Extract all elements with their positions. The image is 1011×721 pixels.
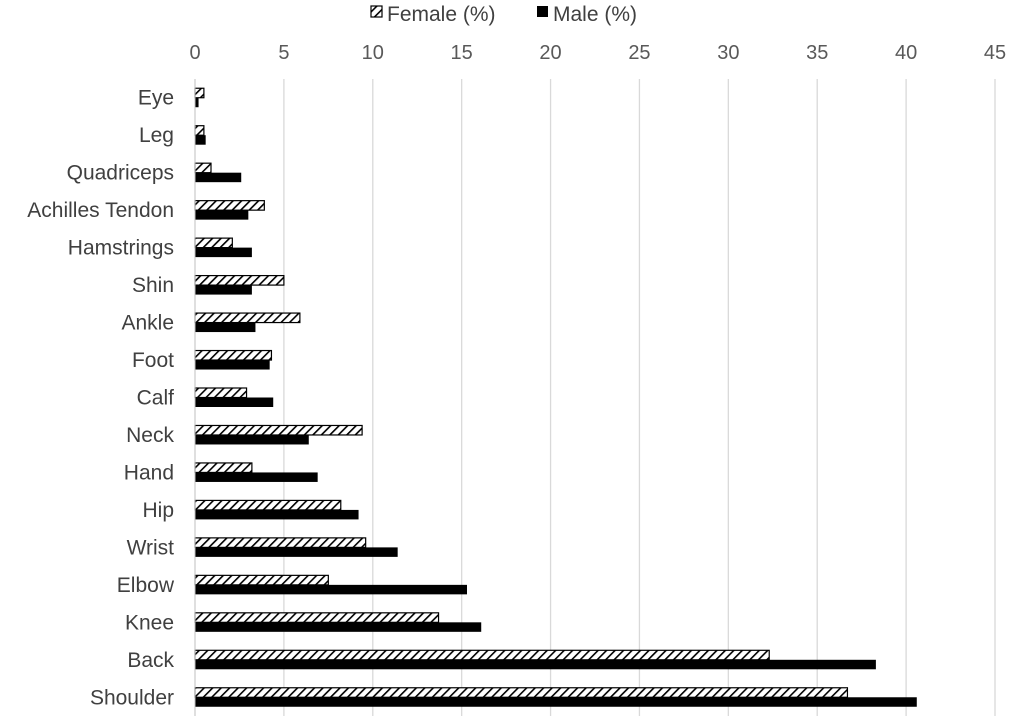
category-label: Eye: [138, 87, 174, 110]
bar-female: [194, 200, 265, 211]
bar-female: [194, 349, 273, 361]
bar-male: [195, 509, 359, 520]
bar-male: [195, 547, 398, 557]
bar-male: [195, 622, 482, 632]
category-label: Ankle: [121, 312, 174, 335]
bar-female: [194, 125, 205, 136]
x-tick-label: 25: [628, 42, 650, 64]
bar-male: [195, 397, 274, 407]
bar-male: [195, 472, 318, 482]
legend-swatch-male: [537, 6, 548, 17]
bar-female: [194, 537, 367, 548]
x-tick-label: 5: [278, 42, 289, 64]
bar-male: [195, 322, 256, 333]
bar-female: [194, 162, 212, 174]
bar-female: [194, 649, 770, 661]
bar-male: [195, 210, 249, 220]
bar-female: [194, 87, 205, 99]
legend: Female (%) Male (%): [370, 3, 637, 26]
x-tick-label: 10: [362, 42, 384, 64]
bar-female: [194, 574, 329, 586]
bar-male: [195, 697, 917, 707]
x-axis-ticks: 0 5 10 15 20 25 30 35 40 45: [189, 42, 1006, 64]
bar-female: [194, 687, 849, 698]
bar-male: [195, 659, 876, 670]
legend-swatch-female: [370, 5, 383, 18]
category-label: Hamstrings: [68, 237, 174, 260]
y-axis-categories: Eye Leg Quadriceps Achilles Tendon Hamstring…: [27, 87, 175, 710]
bar-female: [194, 387, 248, 399]
x-tick-label: 45: [984, 42, 1006, 64]
legend-label-male: Male (%): [553, 3, 637, 26]
category-label: Calf: [137, 387, 175, 410]
category-label: Leg: [139, 124, 174, 147]
category-label: Quadriceps: [67, 162, 174, 185]
category-label: Foot: [132, 349, 174, 372]
category-label: Elbow: [117, 574, 175, 597]
bar-male: [195, 135, 206, 145]
bar-male: [195, 97, 199, 108]
bar-female: [194, 612, 440, 623]
bar-female: [194, 424, 363, 436]
bar-male: [195, 434, 309, 445]
legend-label-female: Female (%): [387, 3, 496, 26]
bar-female: [194, 237, 233, 249]
bar-male: [195, 360, 270, 370]
category-label: Knee: [125, 611, 174, 634]
bar-male: [195, 584, 467, 595]
bar-female: [194, 499, 342, 511]
x-tick-label: 20: [539, 42, 561, 64]
x-tick-label: 15: [451, 42, 473, 64]
category-label: Back: [127, 649, 174, 672]
category-label: Shoulder: [90, 686, 174, 709]
category-label: Hand: [124, 461, 174, 484]
category-label: Shin: [132, 274, 174, 297]
bar-male: [195, 172, 242, 183]
bar-male: [195, 247, 252, 258]
x-tick-label: 40: [895, 42, 917, 64]
bar-female: [194, 312, 301, 324]
x-tick-label: 0: [189, 42, 200, 64]
category-label: Hip: [142, 499, 174, 522]
gridlines: [283, 79, 996, 716]
category-label: Achilles Tendon: [27, 199, 174, 222]
x-tick-label: 30: [717, 42, 739, 64]
bars: [194, 87, 917, 707]
bar-male: [195, 285, 252, 295]
bar-female: [194, 274, 285, 286]
bar-female: [194, 462, 253, 474]
x-tick-label: 35: [806, 42, 828, 64]
category-label: Wrist: [127, 536, 175, 559]
category-label: Neck: [126, 424, 174, 447]
